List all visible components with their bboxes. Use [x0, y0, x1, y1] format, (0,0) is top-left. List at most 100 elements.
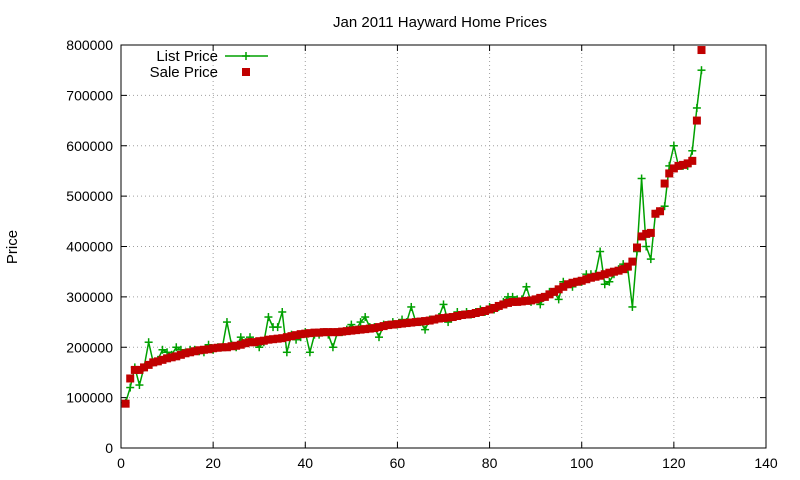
sale-price-point: [559, 282, 568, 291]
sale-price-point: [305, 329, 314, 338]
sale-price-point: [176, 350, 185, 359]
sale-price-point: [646, 228, 655, 237]
sale-price-point: [347, 326, 356, 335]
sale-price-point: [633, 243, 641, 252]
sale-price-point: [573, 277, 582, 286]
sale-price-point: [255, 337, 264, 346]
list-price-point: [273, 323, 282, 332]
sale-price-point: [163, 354, 172, 363]
sale-price-point: [642, 229, 651, 238]
list-price-point: [692, 103, 701, 112]
sale-price-point: [637, 232, 646, 241]
y-tick-label: 300000: [66, 289, 113, 305]
sale-price-point: [186, 348, 195, 357]
legend-label: List Price: [156, 48, 218, 65]
sale-price-point: [531, 295, 540, 304]
sale-price-point: [333, 328, 342, 337]
sale-price-point: [172, 352, 181, 361]
list-price-point: [439, 300, 448, 309]
x-tick-label: 120: [662, 455, 686, 471]
legend-marker: [242, 68, 250, 76]
sale-price-point: [324, 328, 333, 337]
sale-price-point: [384, 321, 393, 330]
x-tick-label: 80: [482, 455, 498, 471]
sale-price-point: [140, 363, 149, 372]
list-price-point: [637, 174, 646, 183]
sale-price-point: [577, 276, 586, 285]
sale-price-point: [508, 297, 517, 306]
series: [121, 46, 706, 408]
sale-price-point: [434, 314, 443, 323]
sale-price-point: [388, 320, 397, 329]
list-price-point: [305, 348, 314, 357]
sale-price-point: [379, 322, 388, 331]
y-axis-label: Price: [4, 230, 21, 264]
list-price-point: [172, 343, 181, 352]
sale-price-point: [504, 298, 512, 307]
sale-price-point: [273, 334, 282, 343]
list-price-point: [135, 381, 144, 390]
sale-price-point: [121, 399, 130, 408]
sale-price-point: [582, 275, 591, 284]
list-price-point: [126, 383, 135, 392]
sale-price-point: [213, 343, 222, 352]
sale-price-point: [126, 374, 135, 383]
grid: [121, 45, 766, 448]
sale-price-point: [513, 297, 522, 306]
sale-price-point: [596, 271, 605, 280]
sale-price-point: [365, 324, 374, 333]
sale-price-point: [209, 344, 218, 353]
list-price-point: [282, 348, 291, 357]
sale-price-point: [660, 179, 669, 188]
sale-price-point: [688, 156, 697, 165]
sale-price-point: [319, 328, 328, 337]
legend-label: Sale Price: [150, 64, 218, 81]
list-price-point: [421, 325, 430, 334]
sale-price-point: [550, 287, 559, 296]
sale-price-point: [425, 316, 434, 325]
sale-price-point: [195, 346, 204, 355]
sale-price-point: [476, 307, 485, 316]
legend-marker: [242, 52, 250, 60]
sale-price-point: [568, 278, 577, 287]
y-tick-label: 700000: [66, 87, 113, 103]
sale-price-point: [439, 314, 448, 323]
sale-price-point: [292, 331, 301, 340]
sale-price-point: [679, 160, 688, 169]
sale-price-point: [130, 365, 139, 374]
sale-price-point: [287, 332, 296, 341]
x-tick-label: 40: [297, 455, 313, 471]
list-price-point: [642, 242, 651, 251]
list-price-point: [554, 295, 563, 304]
sale-price-point: [600, 270, 609, 279]
y-tick-label: 100000: [66, 390, 113, 406]
sale-price-point: [421, 317, 430, 326]
list-price-point: [328, 343, 337, 352]
sale-price-point: [527, 296, 536, 305]
list-price-point: [278, 307, 287, 316]
y-tick-label: 600000: [66, 138, 113, 154]
sale-price-point: [490, 303, 499, 312]
sale-price-point: [190, 347, 199, 356]
sale-price-point: [545, 290, 554, 299]
sale-price-point: [204, 345, 213, 354]
sale-price-point: [181, 349, 190, 358]
legend-entry-list-price: List Price: [156, 48, 268, 65]
sale-price-point: [264, 335, 273, 344]
sale-price-point: [398, 319, 407, 328]
y-tick-label: 800000: [66, 37, 113, 53]
sale-price-point: [499, 300, 508, 309]
sale-price-point: [236, 340, 245, 349]
sale-price-point: [167, 353, 176, 362]
list-price-point: [264, 313, 273, 322]
sale-price-point: [485, 305, 494, 314]
sale-price-point: [370, 324, 379, 333]
sale-price-point: [619, 265, 628, 274]
list-price-point: [688, 146, 697, 155]
chart-title: Jan 2011 Hayward Home Prices: [333, 14, 547, 31]
sale-price-point: [651, 209, 660, 218]
series-sale-price: [121, 46, 706, 408]
sale-price-point: [471, 308, 480, 317]
sale-price-point: [467, 310, 476, 319]
list-price-point: [361, 313, 370, 322]
